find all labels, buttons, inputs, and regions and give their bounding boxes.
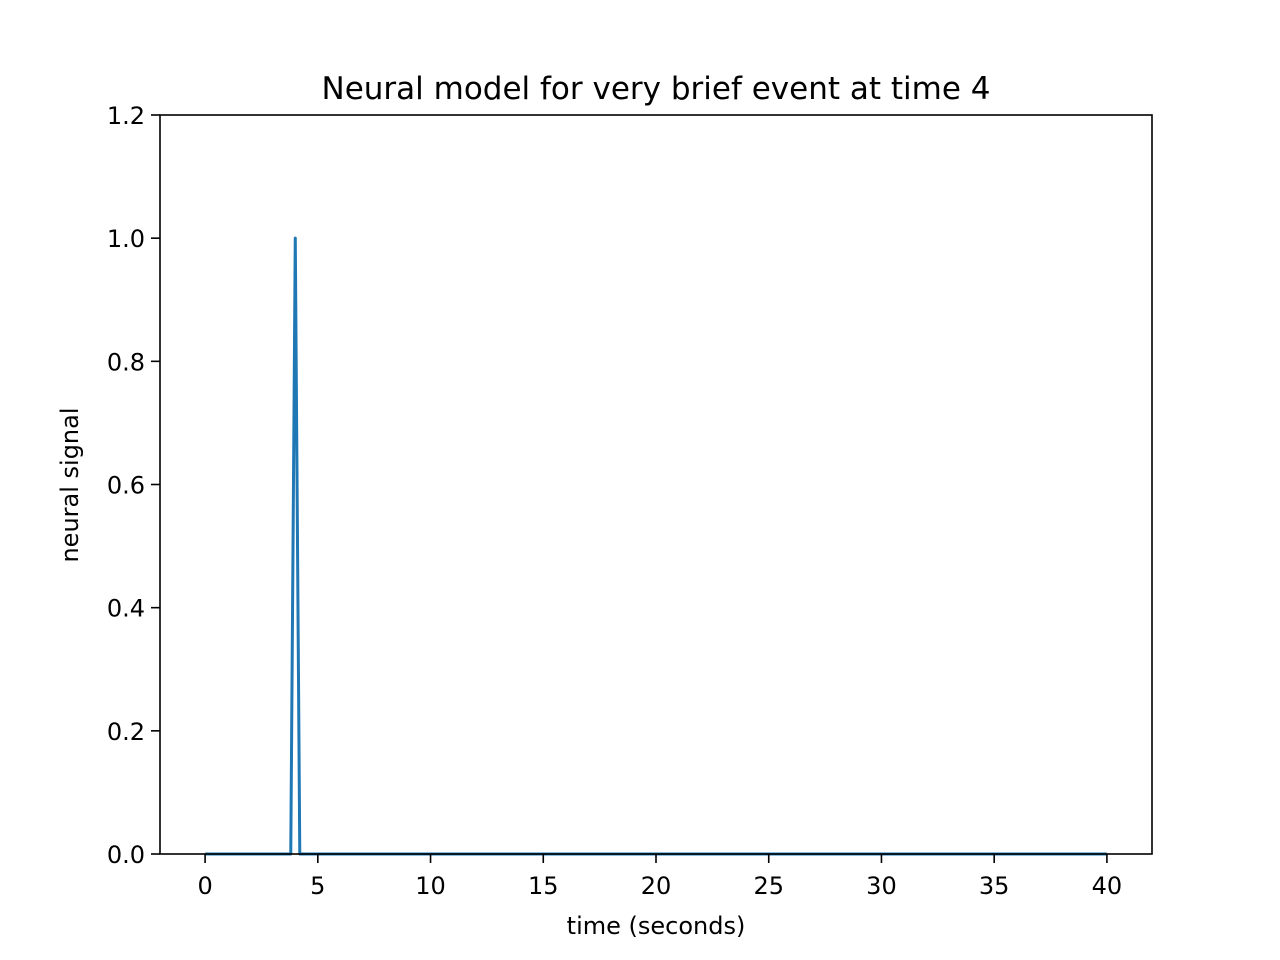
y-tick-label: 0.0 [107, 841, 145, 869]
x-axis-label: time (seconds) [567, 912, 746, 940]
x-tick-label: 15 [528, 872, 559, 900]
x-tick-label: 10 [415, 872, 446, 900]
x-tick-label: 5 [310, 872, 325, 900]
x-tick-label: 30 [866, 872, 897, 900]
x-tick-label: 35 [979, 872, 1010, 900]
y-axis-label: neural signal [56, 407, 84, 562]
y-tick-label: 0.4 [107, 595, 145, 623]
x-tick-label: 40 [1092, 872, 1123, 900]
x-tick-label: 0 [197, 872, 212, 900]
y-tick-label: 0.8 [107, 348, 145, 376]
x-tick-label: 20 [641, 872, 672, 900]
x-tick-label: 25 [753, 872, 784, 900]
y-axis: 0.0 0.2 0.4 0.6 0.8 1.0 1.2 [107, 102, 160, 869]
y-tick-label: 0.6 [107, 472, 145, 500]
chart-title: Neural model for very brief event at tim… [322, 71, 991, 107]
y-tick-label: 1.0 [107, 225, 145, 253]
x-axis: 0 5 10 15 20 25 30 35 40 [197, 854, 1122, 900]
y-tick-label: 0.2 [107, 718, 145, 746]
y-tick-label: 1.2 [107, 102, 145, 130]
